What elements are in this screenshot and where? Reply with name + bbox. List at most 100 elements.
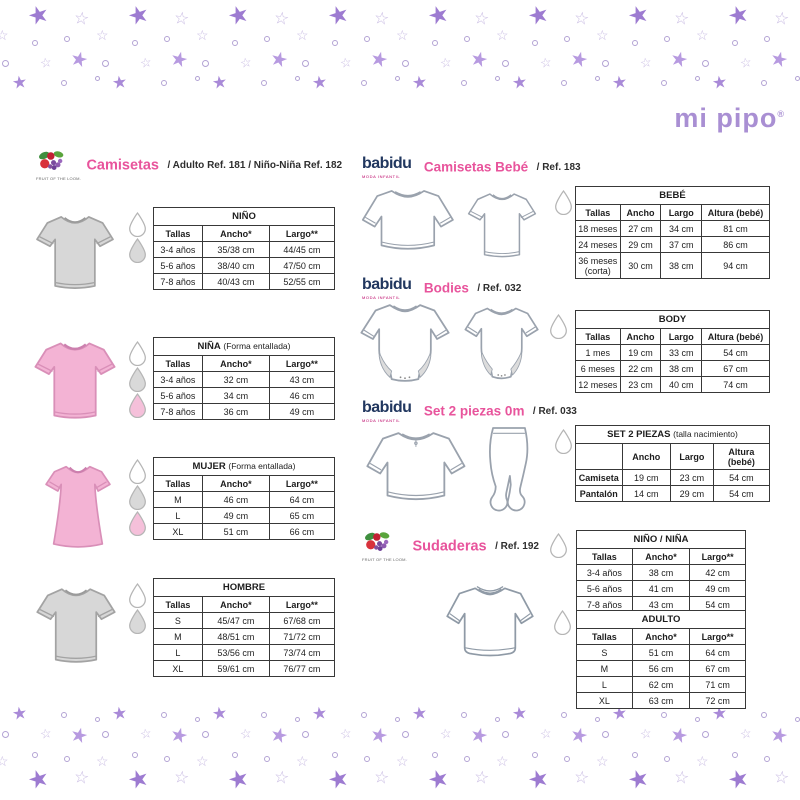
table-cell: 40/43 cm: [201, 273, 270, 290]
wash-drop-icon-grey: [129, 485, 146, 510]
decor-star-icon: ★: [24, 763, 54, 796]
decor-dot: [502, 60, 509, 67]
decor-star-icon: ★: [724, 0, 754, 32]
decor-star-icon: ☆: [96, 27, 109, 43]
decor-star-icon: ☆: [538, 725, 553, 742]
decor-dot: [302, 731, 309, 738]
column-header: Tallas: [575, 328, 621, 345]
decor-dot: [464, 756, 470, 762]
table-cell: M: [153, 491, 203, 508]
decor-dot: [602, 731, 609, 738]
table-cell: 29 cm: [670, 485, 714, 502]
size-table: BEBÉ Tallas Ancho Largo Altura (bebé) 18 mese…: [575, 186, 770, 279]
decor-star-icon: ★: [524, 763, 554, 796]
wash-drops-hombre: [127, 583, 148, 634]
table-cell: 3-4 años: [153, 241, 203, 258]
decor-dot: [202, 731, 209, 738]
decor-star-icon: ★: [324, 763, 354, 796]
table-cell: 46 cm: [268, 387, 336, 404]
decor-star-icon: ★: [610, 72, 629, 93]
table-title-row: HOMBRE: [153, 578, 335, 597]
table-cell: 44/45 cm: [268, 241, 336, 258]
table-cell: 12 meses: [575, 376, 621, 393]
table-cell: 18 meses: [575, 220, 621, 237]
decor-dot: [164, 36, 170, 42]
column-header: Ancho*: [631, 548, 691, 565]
size-table-bebe: BEBÉ Tallas Ancho Largo Altura (bebé) 18 mese…: [575, 186, 770, 279]
decor-star-icon: ★: [67, 47, 91, 73]
table-title-row: NIÑA (Forma entallada): [153, 337, 335, 356]
decor-star-icon: ★: [110, 703, 129, 724]
decor-star-icon: ☆: [396, 753, 409, 769]
column-header: Largo**: [689, 628, 746, 645]
decor-star-icon: ☆: [372, 767, 391, 788]
table-header-row: Tallas Ancho* Largo**: [153, 355, 336, 372]
fruit-of-the-loom-wordmark: FRUIT OF THE LOOM.: [36, 176, 82, 181]
registered-mark: ®: [777, 109, 785, 119]
decor-star-icon: ☆: [596, 27, 609, 43]
size-table: ADULTO Tallas Ancho* Largo** S 51 cm 64 cm M 56 …: [576, 610, 746, 709]
table-row: XL 59/61 cm 76/77 cm: [153, 660, 336, 677]
wash-drops-mujer: [127, 459, 148, 536]
decor-dot: [202, 60, 209, 67]
table-title: HOMBRE: [153, 578, 335, 597]
decor-dot: [764, 756, 770, 762]
table-row: M 56 cm 67 cm: [576, 660, 746, 677]
table-cell: S: [153, 612, 203, 629]
decor-dot: [64, 36, 70, 42]
table-cell: 65 cm: [268, 507, 336, 524]
table-cell: 7-8 años: [153, 273, 203, 290]
table-header-row: Ancho Largo Altura (bebé): [575, 443, 771, 470]
section-ref-camisetas: / Adulto Ref. 181 / Niño-Niña Ref. 182: [167, 160, 343, 171]
decor-dot: [702, 731, 709, 738]
decor-dot: [232, 40, 238, 46]
table-cell: 19 cm: [619, 344, 662, 361]
wash-drop-icon-white: [550, 314, 567, 339]
table-header-row: Tallas Ancho Largo Altura (bebé): [575, 204, 770, 221]
table-cell: 74 cm: [701, 376, 770, 393]
table-cell: 30 cm: [619, 252, 662, 279]
tshirt-drawing-mujer: [45, 465, 111, 548]
decor-star-icon: ☆: [638, 725, 653, 742]
decor-dot: [464, 36, 470, 42]
decor-dot: [61, 80, 67, 86]
decor-dot: [432, 752, 438, 758]
table-cell: 62 cm: [631, 676, 691, 693]
wash-drop-icon-pink: [129, 511, 146, 536]
table-cell: 23 cm: [619, 376, 662, 393]
column-header: Tallas: [153, 596, 203, 613]
table-row: 3-4 años 35/38 cm 44/45 cm: [153, 241, 336, 258]
table-cell: S: [576, 644, 633, 661]
table-cell: 5-6 años: [153, 257, 203, 274]
table-cell: 38 cm: [660, 252, 703, 279]
decor-dot: [561, 712, 567, 718]
table-cell: M: [153, 628, 203, 645]
size-table-nino: NIÑO Tallas Ancho* Largo** 3-4 años 35/38 cm 4…: [153, 207, 336, 290]
decor-dot: [332, 40, 338, 46]
decor-dot: [2, 60, 9, 67]
size-table: NIÑA (Forma entallada) Tallas Ancho* Largo*…: [153, 337, 336, 420]
table-cell: 35/38 cm: [201, 241, 270, 258]
size-table: NIÑO / NIÑA Tallas Ancho* Largo** 3-4 años 38…: [576, 530, 746, 613]
decor-star-icon: ☆: [296, 753, 309, 769]
babidu-tagline: MODA INFANTIL: [362, 418, 401, 423]
decor-star-icon: ★: [210, 703, 229, 724]
fruit-of-the-loom-icon: [39, 151, 64, 171]
fruit-of-the-loom-logo: FRUIT OF THE LOOM.: [362, 531, 407, 562]
decor-star-icon: ☆: [472, 767, 491, 788]
table-cell: 45/47 cm: [201, 612, 270, 629]
decor-dot: [564, 756, 570, 762]
decor-dot: [564, 36, 570, 42]
decor-star-icon: ★: [110, 72, 129, 93]
column-header: Tallas: [576, 548, 633, 565]
table-title-row: BODY: [575, 310, 770, 329]
table-cell: 51 cm: [201, 523, 270, 540]
decor-star-icon: ★: [467, 723, 491, 749]
table-row: Camiseta 19 cm 23 cm 54 cm: [575, 469, 771, 486]
decor-star-icon: ☆: [572, 767, 591, 788]
section-title-camisetas: Camisetas: [86, 157, 159, 174]
size-table-nina: NIÑA (Forma entallada) Tallas Ancho* Largo*…: [153, 337, 336, 420]
decor-dot: [232, 752, 238, 758]
decor-star-icon: ☆: [672, 767, 691, 788]
table-cell: 59/61 cm: [201, 660, 270, 677]
